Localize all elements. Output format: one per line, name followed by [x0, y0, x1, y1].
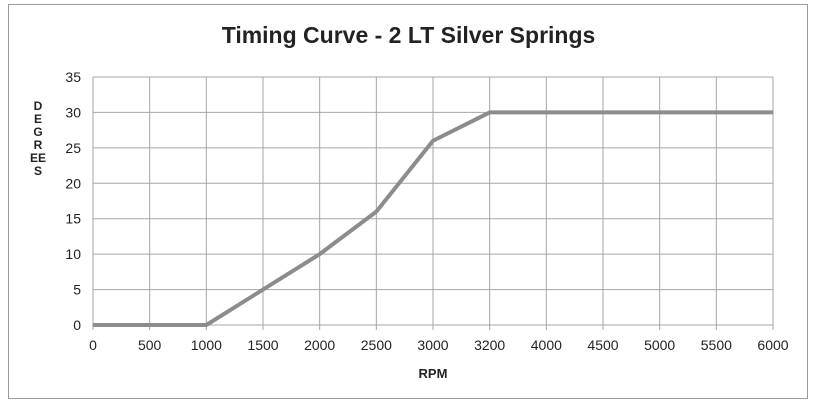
- gridlines: [92, 76, 774, 330]
- x-tick-label: 0: [89, 337, 97, 353]
- y-tick-label: 5: [73, 282, 81, 298]
- x-tick-label: 4000: [531, 337, 562, 353]
- y-tick-labels: 0 5 10 15 20 25 30 35: [65, 69, 81, 333]
- x-tick-label: 5000: [644, 337, 675, 353]
- x-tick-label: 3000: [417, 337, 448, 353]
- y-tick-label: 15: [65, 211, 81, 227]
- x-tick-label: 2000: [304, 337, 335, 353]
- x-tick-label: 500: [138, 337, 162, 353]
- x-tick-labels: 0 500 1000 1500 2000 2500 3000 3200 4000 4500 5000…: [89, 337, 789, 353]
- y-tick-label: 30: [65, 104, 81, 120]
- y-tick-label: 0: [73, 317, 81, 333]
- x-tick-label: 1000: [191, 337, 222, 353]
- chart-title: Timing Curve - 2 LT Silver Springs: [221, 22, 596, 48]
- x-tick-label: 4500: [587, 337, 618, 353]
- chart-frame: [8, 4, 808, 399]
- x-tick-label: 3200: [474, 337, 505, 353]
- x-tick-label: 6000: [757, 337, 788, 353]
- y-tick-label: 35: [65, 69, 81, 85]
- y-tick-label: 25: [65, 140, 81, 156]
- y-tick-label: 20: [65, 175, 81, 191]
- y-tick-label: 10: [65, 246, 81, 262]
- x-tick-label: 2500: [361, 337, 392, 353]
- x-tick-label: 1500: [247, 337, 278, 353]
- x-axis-title: RPM: [419, 366, 448, 381]
- x-tick-label: 5500: [701, 337, 732, 353]
- series-lines: [92, 110, 774, 327]
- y-axis-title: DEGREES: [30, 99, 47, 178]
